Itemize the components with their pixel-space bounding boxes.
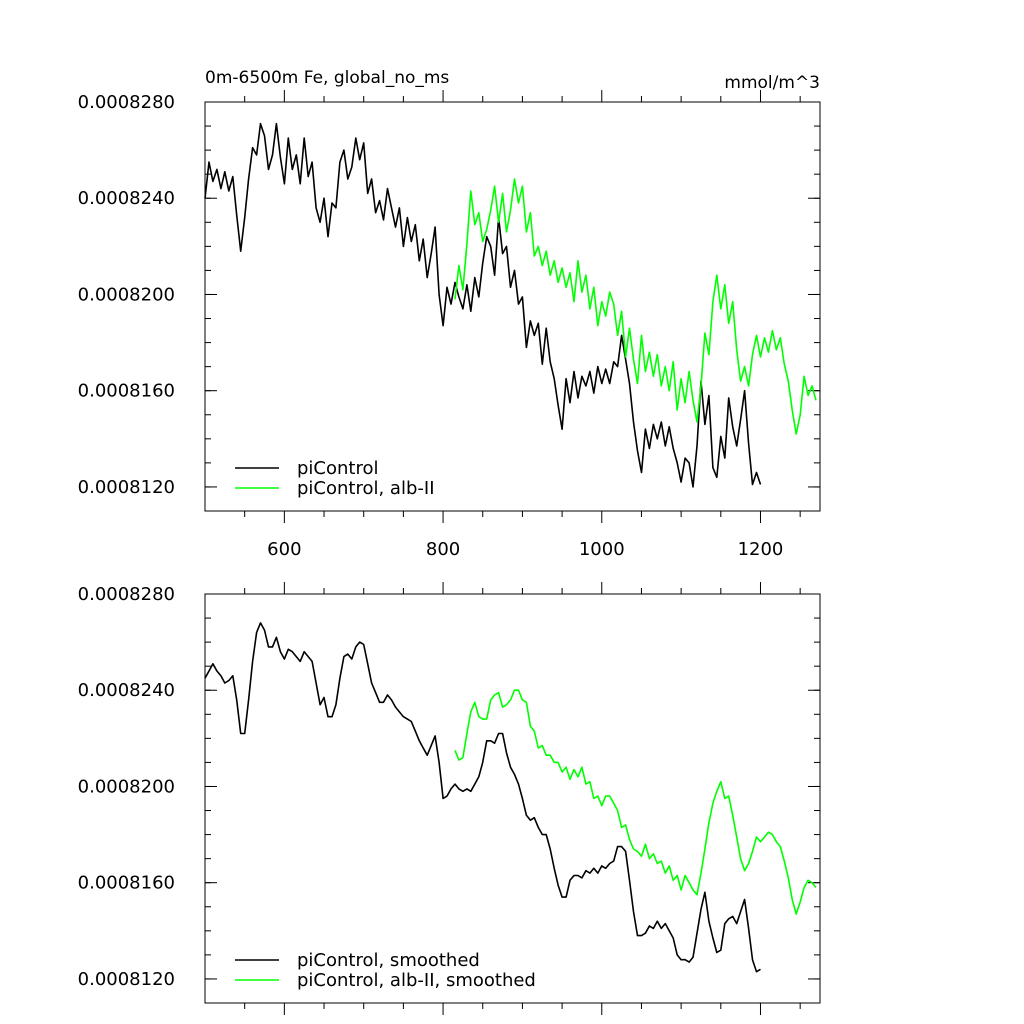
legend-label: piControl xyxy=(297,458,379,479)
y-tick-label: 0.0008240 xyxy=(78,188,175,209)
bottom-panel: 0.0008120 0.0008160 0.0008200 0.0008240 0.00… xyxy=(78,582,821,1015)
y-tick-label: 0.0008200 xyxy=(78,284,175,305)
top-panel: 0m-6500m Fe, global_no_ms mmol/m^3 0.000… xyxy=(78,68,821,560)
y-tick-label: 0.0008160 xyxy=(78,873,175,894)
y-tick-label: 0.0008280 xyxy=(78,92,175,113)
x-tick-label: 1000 xyxy=(579,539,625,560)
x-tick-label: 600 xyxy=(267,539,301,560)
chart-title: 0m-6500m Fe, global_no_ms xyxy=(205,68,449,88)
y-tick-label: 0.0008160 xyxy=(78,381,175,402)
x-tick-label: 800 xyxy=(426,539,460,560)
legend-label: piControl, alb-II, smoothed xyxy=(297,970,536,991)
y-tick-label: 0.0008120 xyxy=(78,969,175,990)
y-tick-label: 0.0008240 xyxy=(78,680,175,701)
series-line-picontrol-alb-ii xyxy=(454,178,817,435)
y-tick-label: 0.0008280 xyxy=(78,584,175,605)
legend-label: piControl, alb-II xyxy=(297,478,435,499)
y-tick-label: 0.0008200 xyxy=(78,776,175,797)
series-line-picontrol-alb-ii-smoothed xyxy=(454,689,817,915)
x-tick-label: 1200 xyxy=(738,539,784,560)
units-label: mmol/m^3 xyxy=(724,73,820,93)
plot-frame xyxy=(204,101,821,512)
series-line-picontrol-smoothed xyxy=(204,622,761,973)
y-tick-label: 0.0008120 xyxy=(78,477,175,498)
series-line-picontrol xyxy=(204,122,762,488)
plot-frame xyxy=(204,593,821,1004)
legend-label: piControl, smoothed xyxy=(297,950,480,971)
